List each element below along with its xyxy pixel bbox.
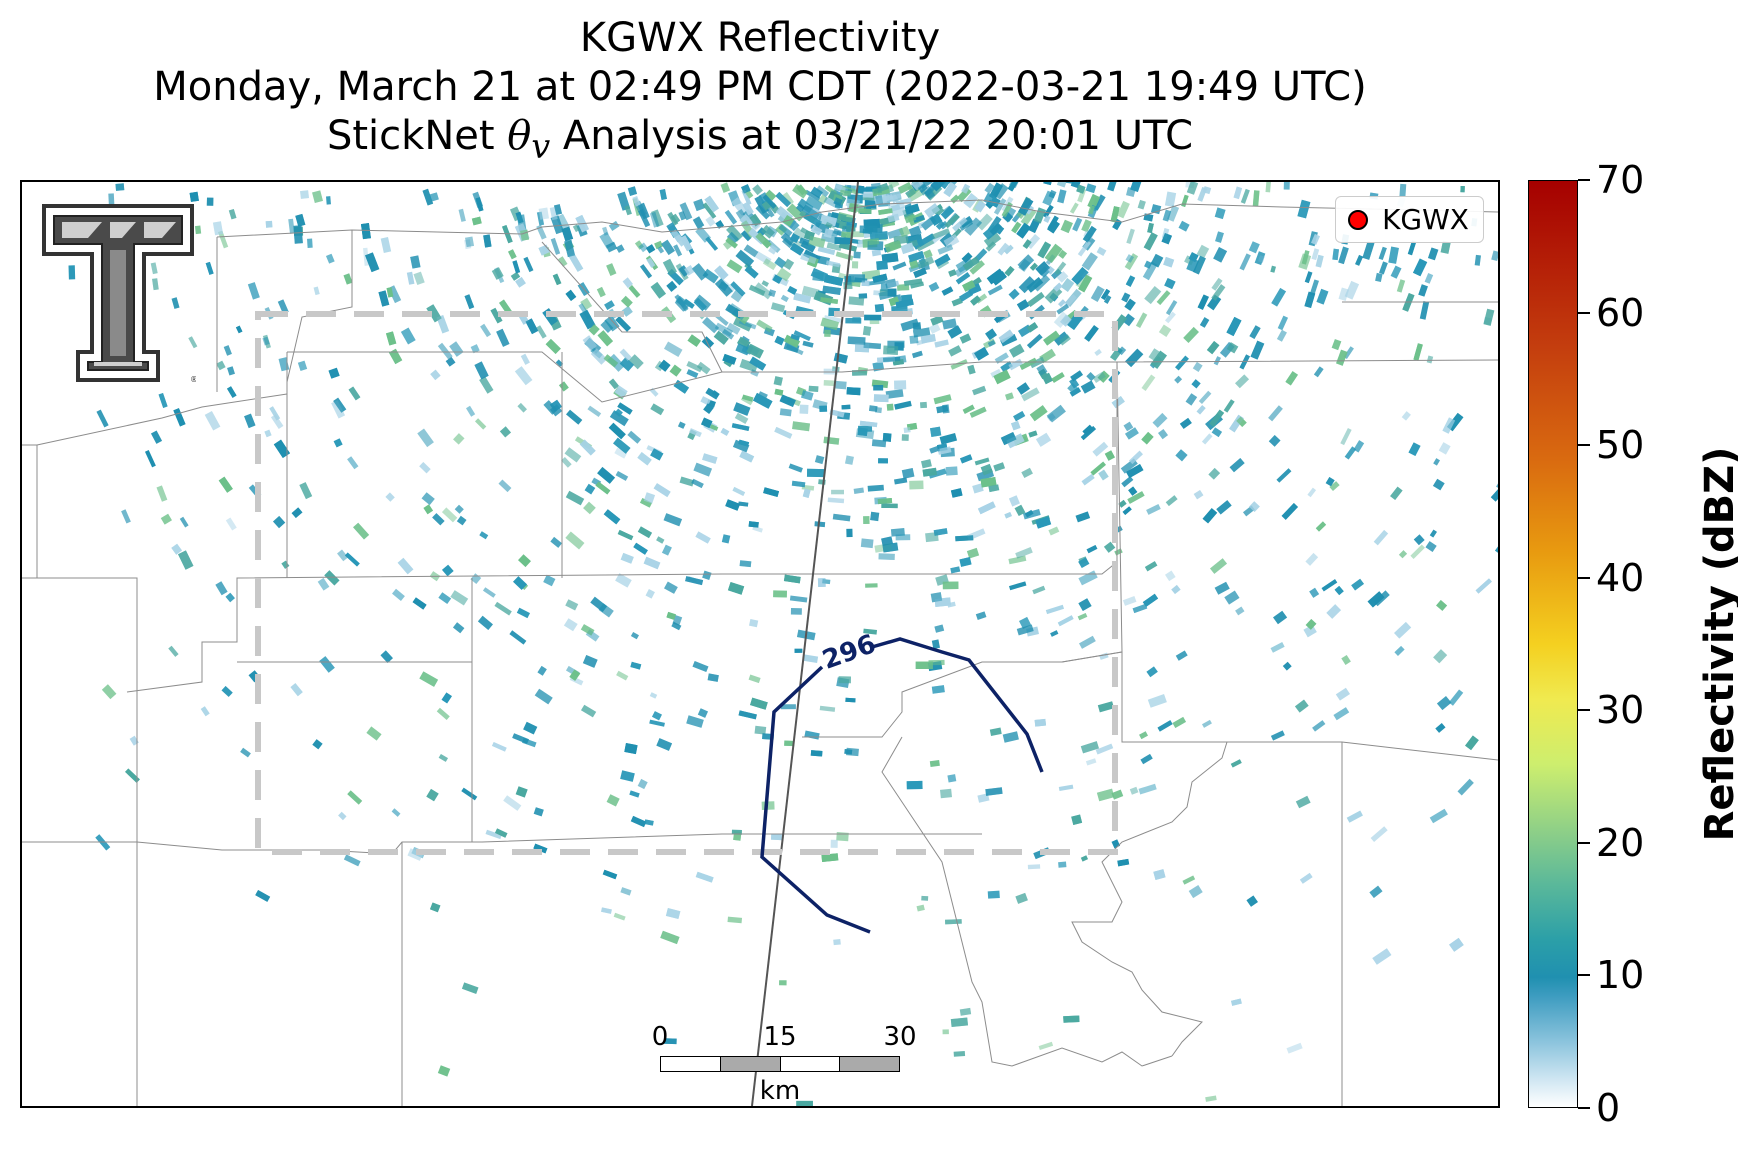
colorbar-tick-mark — [1578, 974, 1590, 977]
title-radar: KGWX Reflectivity — [579, 15, 941, 61]
county-boundaries — [22, 199, 1498, 1106]
scale-bar: 0 15 30 km — [640, 1022, 917, 1106]
colorbar-tick-mark — [1578, 444, 1590, 447]
theta-v-contour: 296 — [760, 629, 1044, 934]
radar-beam-line — [751, 182, 859, 1106]
contour-label: 296 — [819, 629, 880, 676]
colorbar-tick-label: 50 — [1596, 423, 1645, 468]
texas-tech-logo-icon: ® — [40, 202, 196, 384]
scale-tick-30: 30 — [883, 1022, 917, 1052]
colorbar-tick-label: 10 — [1596, 953, 1645, 998]
colorbar-tick-label: 40 — [1596, 555, 1645, 600]
colorbar-tick-mark — [1578, 709, 1590, 712]
colorbar-tick-label: 20 — [1596, 820, 1645, 865]
colorbar-tick-mark — [1578, 311, 1590, 314]
colorbar-tick-mark — [1578, 179, 1590, 181]
scale-tick-15: 15 — [763, 1022, 797, 1052]
colorbar-tick-label: 70 — [1596, 158, 1645, 202]
radar-site-marker-icon — [1348, 209, 1369, 230]
svg-text:®: ® — [190, 375, 196, 384]
colorbar-tick-label: 0 — [1596, 1086, 1621, 1130]
colorbar-tick-mark — [1578, 841, 1590, 844]
colorbar — [1528, 180, 1578, 1108]
radar-map: 296 ® KGWX 0 15 30 km — [20, 180, 1500, 1108]
title-analysis: StickNet θv Analysis at 03/21/22 20:01 U… — [326, 113, 1193, 166]
scale-bar-segments — [660, 1056, 900, 1072]
theta-subscript: v — [531, 127, 551, 166]
legend-radar-label: KGWX — [1382, 203, 1469, 236]
colorbar-tick-label: 60 — [1596, 290, 1645, 335]
colorbar-tick-mark — [1578, 1107, 1590, 1109]
map-legend: KGWX — [1335, 196, 1484, 243]
theta-symbol: θ — [507, 113, 532, 159]
title-time: Monday, March 21 at 02:49 PM CDT (2022-0… — [153, 64, 1367, 110]
figure-title: KGWX Reflectivity Monday, March 21 at 02… — [20, 14, 1500, 171]
analysis-domain-box — [255, 311, 1118, 855]
colorbar-label: Reflectivity (dBZ) — [1697, 446, 1738, 842]
colorbar-tick-mark — [1578, 576, 1590, 579]
scale-unit: km — [759, 1076, 801, 1106]
reflectivity-echoes — [68, 182, 1498, 1106]
scale-tick-0: 0 — [651, 1022, 669, 1052]
colorbar-tick-label: 30 — [1596, 688, 1645, 733]
map-canvas: 296 — [22, 182, 1498, 1106]
